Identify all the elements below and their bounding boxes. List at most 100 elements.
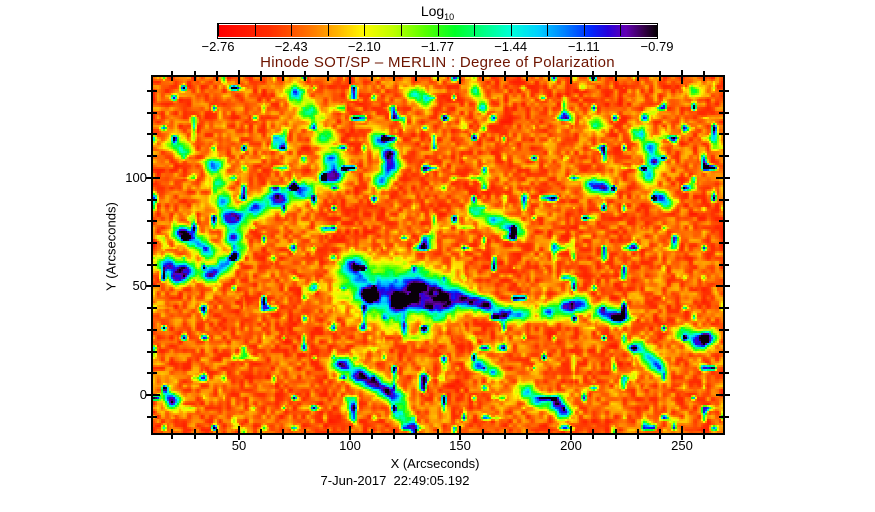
x-major-tick	[238, 426, 240, 440]
y-minor-tick	[147, 372, 157, 374]
colorbar-tick-label: −2.76	[201, 39, 235, 54]
x-minor-tick	[260, 71, 262, 81]
x-tick-label: 100	[339, 438, 361, 453]
x-minor-tick	[548, 429, 550, 439]
y-major-tick	[146, 394, 160, 396]
colorbar-tick-label: −1.11	[567, 39, 600, 54]
x-minor-tick	[393, 71, 395, 81]
y-minor-tick	[147, 220, 157, 222]
x-minor-tick	[282, 429, 284, 439]
colorbar-tick	[474, 24, 475, 36]
colorbar-tick	[547, 24, 548, 36]
y-minor-tick	[719, 416, 729, 418]
x-minor-tick	[615, 429, 617, 439]
colorbar-tick	[620, 24, 621, 36]
y-minor-tick	[147, 199, 157, 201]
x-minor-tick	[526, 429, 528, 439]
colorbar-tick	[401, 24, 402, 36]
y-minor-tick	[147, 264, 157, 266]
y-minor-tick	[719, 133, 729, 135]
x-major-tick	[681, 426, 683, 440]
y-minor-tick	[719, 329, 729, 331]
y-minor-tick	[719, 307, 729, 309]
x-minor-tick	[504, 71, 506, 81]
x-major-tick	[681, 70, 683, 84]
x-minor-tick	[615, 71, 617, 81]
colorbar-title-text: Log	[420, 3, 445, 19]
colorbar-tick-label: −1.44	[494, 39, 528, 54]
y-minor-tick	[719, 90, 729, 92]
x-minor-tick	[304, 71, 306, 81]
y-tick-label: 50	[132, 278, 147, 293]
x-major-tick	[570, 70, 572, 84]
x-minor-tick	[437, 71, 439, 81]
x-major-tick	[459, 426, 461, 440]
y-minor-tick	[719, 112, 729, 114]
colorbar-tick	[328, 24, 329, 36]
x-minor-tick	[171, 429, 173, 439]
y-tick-label: 100	[125, 170, 147, 185]
x-minor-tick	[194, 429, 196, 439]
x-minor-tick	[216, 429, 218, 439]
x-major-tick	[238, 70, 240, 84]
colorbar-tick	[218, 24, 219, 36]
colorbar-tick-label: −1.77	[421, 39, 454, 54]
plot-border	[151, 75, 725, 435]
x-tick-label: 150	[449, 438, 471, 453]
y-minor-tick	[719, 372, 729, 374]
x-minor-tick	[371, 429, 373, 439]
x-minor-tick	[592, 429, 594, 439]
y-minor-tick	[147, 307, 157, 309]
colorbar-title-subscript: 10	[444, 11, 455, 22]
colorbar-tick	[255, 24, 256, 36]
y-minor-tick	[147, 133, 157, 135]
x-minor-tick	[659, 429, 661, 439]
y-minor-tick	[719, 199, 729, 201]
x-minor-tick	[703, 429, 705, 439]
colorbar-tick	[291, 24, 292, 36]
timestamp: 7-Jun-2017 22:49:05.192	[320, 473, 470, 488]
y-minor-tick	[719, 220, 729, 222]
y-minor-tick	[147, 329, 157, 331]
y-minor-tick	[147, 351, 157, 353]
y-major-tick	[146, 177, 160, 179]
x-minor-tick	[415, 71, 417, 81]
x-major-tick	[349, 70, 351, 84]
x-minor-tick	[637, 429, 639, 439]
x-minor-tick	[526, 71, 528, 81]
y-minor-tick	[147, 155, 157, 157]
x-minor-tick	[637, 71, 639, 81]
colorbar-title: Log10	[0, 3, 875, 22]
y-minor-tick	[147, 112, 157, 114]
x-minor-tick	[592, 71, 594, 81]
x-minor-tick	[171, 71, 173, 81]
y-minor-tick	[719, 155, 729, 157]
x-minor-tick	[327, 429, 329, 439]
y-axis-label: Y (Arcseconds)	[103, 202, 119, 291]
x-major-tick	[459, 70, 461, 84]
y-minor-tick	[147, 90, 157, 92]
colorbar-tick-label: −2.10	[347, 39, 381, 54]
x-minor-tick	[482, 71, 484, 81]
x-minor-tick	[504, 429, 506, 439]
y-minor-tick	[719, 351, 729, 353]
colorbar-tick	[511, 24, 512, 36]
x-minor-tick	[482, 429, 484, 439]
x-minor-tick	[260, 429, 262, 439]
y-minor-tick	[147, 416, 157, 418]
x-minor-tick	[304, 429, 306, 439]
y-tick-label: 0	[139, 387, 147, 402]
x-minor-tick	[548, 71, 550, 81]
x-tick-label: 250	[671, 438, 693, 453]
heatmap-image	[153, 77, 723, 433]
y-minor-tick	[719, 242, 729, 244]
x-axis-label: X (Arcseconds)	[390, 456, 480, 471]
x-minor-tick	[327, 71, 329, 81]
colorbar-tick	[438, 24, 439, 36]
y-minor-tick	[147, 242, 157, 244]
x-minor-tick	[415, 429, 417, 439]
x-minor-tick	[282, 71, 284, 81]
colorbar-tick	[364, 24, 365, 36]
y-major-tick	[716, 394, 730, 396]
